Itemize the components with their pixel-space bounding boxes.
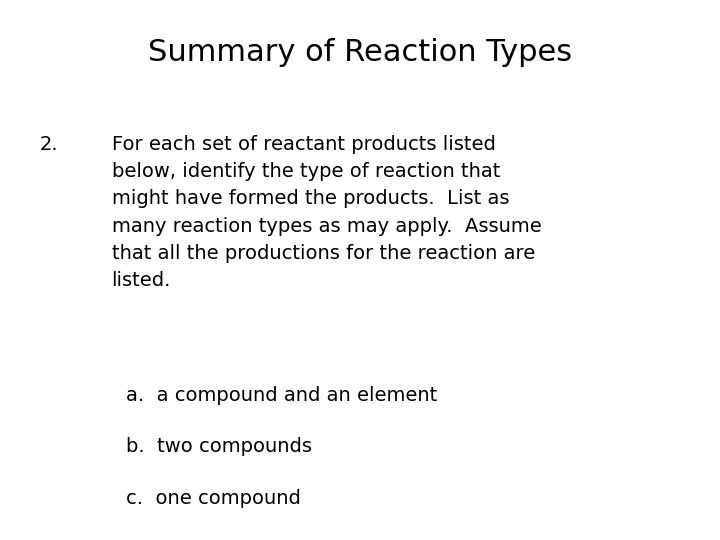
Text: Summary of Reaction Types: Summary of Reaction Types: [148, 38, 572, 67]
Text: a.  a compound and an element: a. a compound and an element: [126, 386, 437, 405]
Text: c.  one compound: c. one compound: [126, 489, 301, 508]
Text: b.  two compounds: b. two compounds: [126, 437, 312, 456]
Text: For each set of reactant products listed
below, identify the type of reaction th: For each set of reactant products listed…: [112, 135, 541, 291]
Text: 2.: 2.: [40, 135, 58, 154]
